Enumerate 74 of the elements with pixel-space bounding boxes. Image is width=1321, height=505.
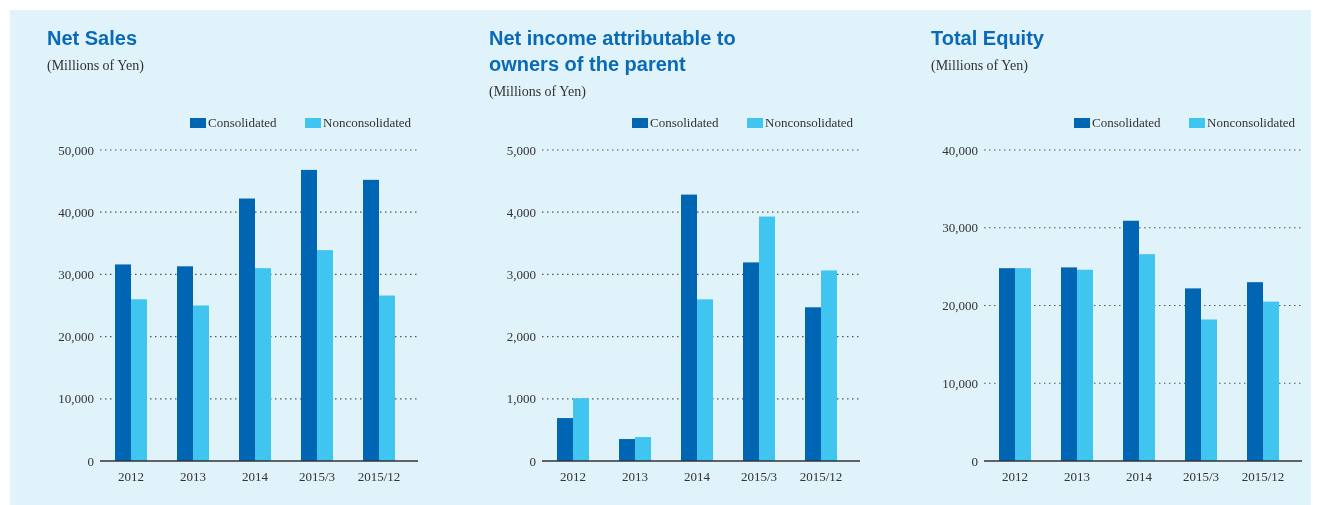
bar bbox=[557, 418, 573, 461]
bar bbox=[759, 216, 775, 461]
y-tick-label: 4,000 bbox=[506, 204, 536, 220]
bar bbox=[619, 439, 635, 461]
bar bbox=[301, 169, 317, 461]
y-tick-label: 10,000 bbox=[942, 375, 978, 391]
x-tick-label: 2013 bbox=[180, 469, 206, 484]
bar bbox=[1139, 254, 1155, 461]
legend-label: Nonconsolidated bbox=[1207, 115, 1296, 130]
bar bbox=[317, 250, 333, 461]
bar bbox=[635, 437, 651, 461]
bar bbox=[681, 194, 697, 461]
x-tick-label: 2015/3 bbox=[740, 469, 778, 484]
chart-subtitle: (Millions of Yen) bbox=[489, 84, 587, 100]
bar bbox=[131, 299, 147, 461]
bar bbox=[363, 179, 379, 461]
bar bbox=[1263, 301, 1279, 461]
y-tick-label: 40,000 bbox=[942, 142, 978, 158]
bar bbox=[573, 398, 589, 461]
x-tick-label: 2015/3 bbox=[298, 469, 336, 484]
legend-label: Consolidated bbox=[1092, 115, 1162, 130]
bar bbox=[255, 268, 271, 461]
bar bbox=[115, 264, 131, 461]
bar bbox=[697, 299, 713, 461]
x-tick-label: 2015/3 bbox=[1182, 469, 1220, 484]
x-tick-label: 2015/12 bbox=[1241, 469, 1285, 484]
x-tick-label: 2012 bbox=[118, 469, 144, 484]
bar bbox=[743, 262, 759, 461]
bar bbox=[1077, 269, 1093, 461]
bar bbox=[239, 198, 255, 461]
bar bbox=[193, 305, 209, 461]
chart-title: Total Equity bbox=[931, 27, 1045, 49]
legend-label: Nonconsolidated bbox=[765, 115, 854, 130]
x-tick-label: 2012 bbox=[560, 469, 586, 484]
x-tick-label: 2015/12 bbox=[357, 469, 401, 484]
y-tick-label: 10,000 bbox=[58, 391, 94, 407]
y-tick-label: 30,000 bbox=[58, 266, 94, 282]
legend-label: Consolidated bbox=[208, 115, 278, 130]
bar bbox=[177, 266, 193, 461]
bar bbox=[1247, 282, 1263, 461]
legend-label: Nonconsolidated bbox=[323, 115, 412, 130]
bar bbox=[1201, 319, 1217, 461]
chart-title: Net Sales bbox=[47, 27, 138, 49]
bar bbox=[805, 307, 821, 461]
bar bbox=[1123, 220, 1139, 461]
y-tick-label: 0 bbox=[529, 453, 536, 469]
x-tick-label: 2015/12 bbox=[799, 469, 843, 484]
x-tick-label: 2014 bbox=[684, 469, 711, 484]
y-tick-label: 5,000 bbox=[506, 142, 536, 158]
x-tick-label: 2012 bbox=[1002, 469, 1028, 484]
chart-subtitle: (Millions of Yen) bbox=[931, 58, 1029, 74]
y-tick-label: 3,000 bbox=[506, 266, 536, 282]
x-tick-label: 2014 bbox=[1126, 469, 1153, 484]
chart-title: Net income attributable to owners of the parent bbox=[489, 27, 736, 75]
y-tick-label: 0 bbox=[87, 453, 94, 469]
x-tick-label: 2013 bbox=[622, 469, 648, 484]
y-tick-label: 20,000 bbox=[58, 329, 94, 345]
y-tick-label: 20,000 bbox=[942, 298, 978, 314]
bar bbox=[1185, 288, 1201, 461]
legend-label: Consolidated bbox=[650, 115, 720, 130]
bar bbox=[1061, 267, 1077, 461]
x-tick-label: 2013 bbox=[1064, 469, 1090, 484]
y-tick-label: 50,000 bbox=[58, 142, 94, 158]
bar bbox=[821, 270, 837, 461]
y-tick-label: 2,000 bbox=[506, 329, 536, 345]
x-tick-label: 2014 bbox=[242, 469, 269, 484]
y-tick-label: 30,000 bbox=[942, 220, 978, 236]
bar bbox=[1015, 268, 1031, 461]
chart-subtitle: (Millions of Yen) bbox=[47, 58, 145, 74]
y-tick-label: 1,000 bbox=[506, 391, 536, 407]
bar bbox=[379, 295, 395, 461]
y-tick-label: 40,000 bbox=[58, 204, 94, 220]
bar bbox=[999, 268, 1015, 461]
y-tick-label: 0 bbox=[971, 453, 978, 469]
